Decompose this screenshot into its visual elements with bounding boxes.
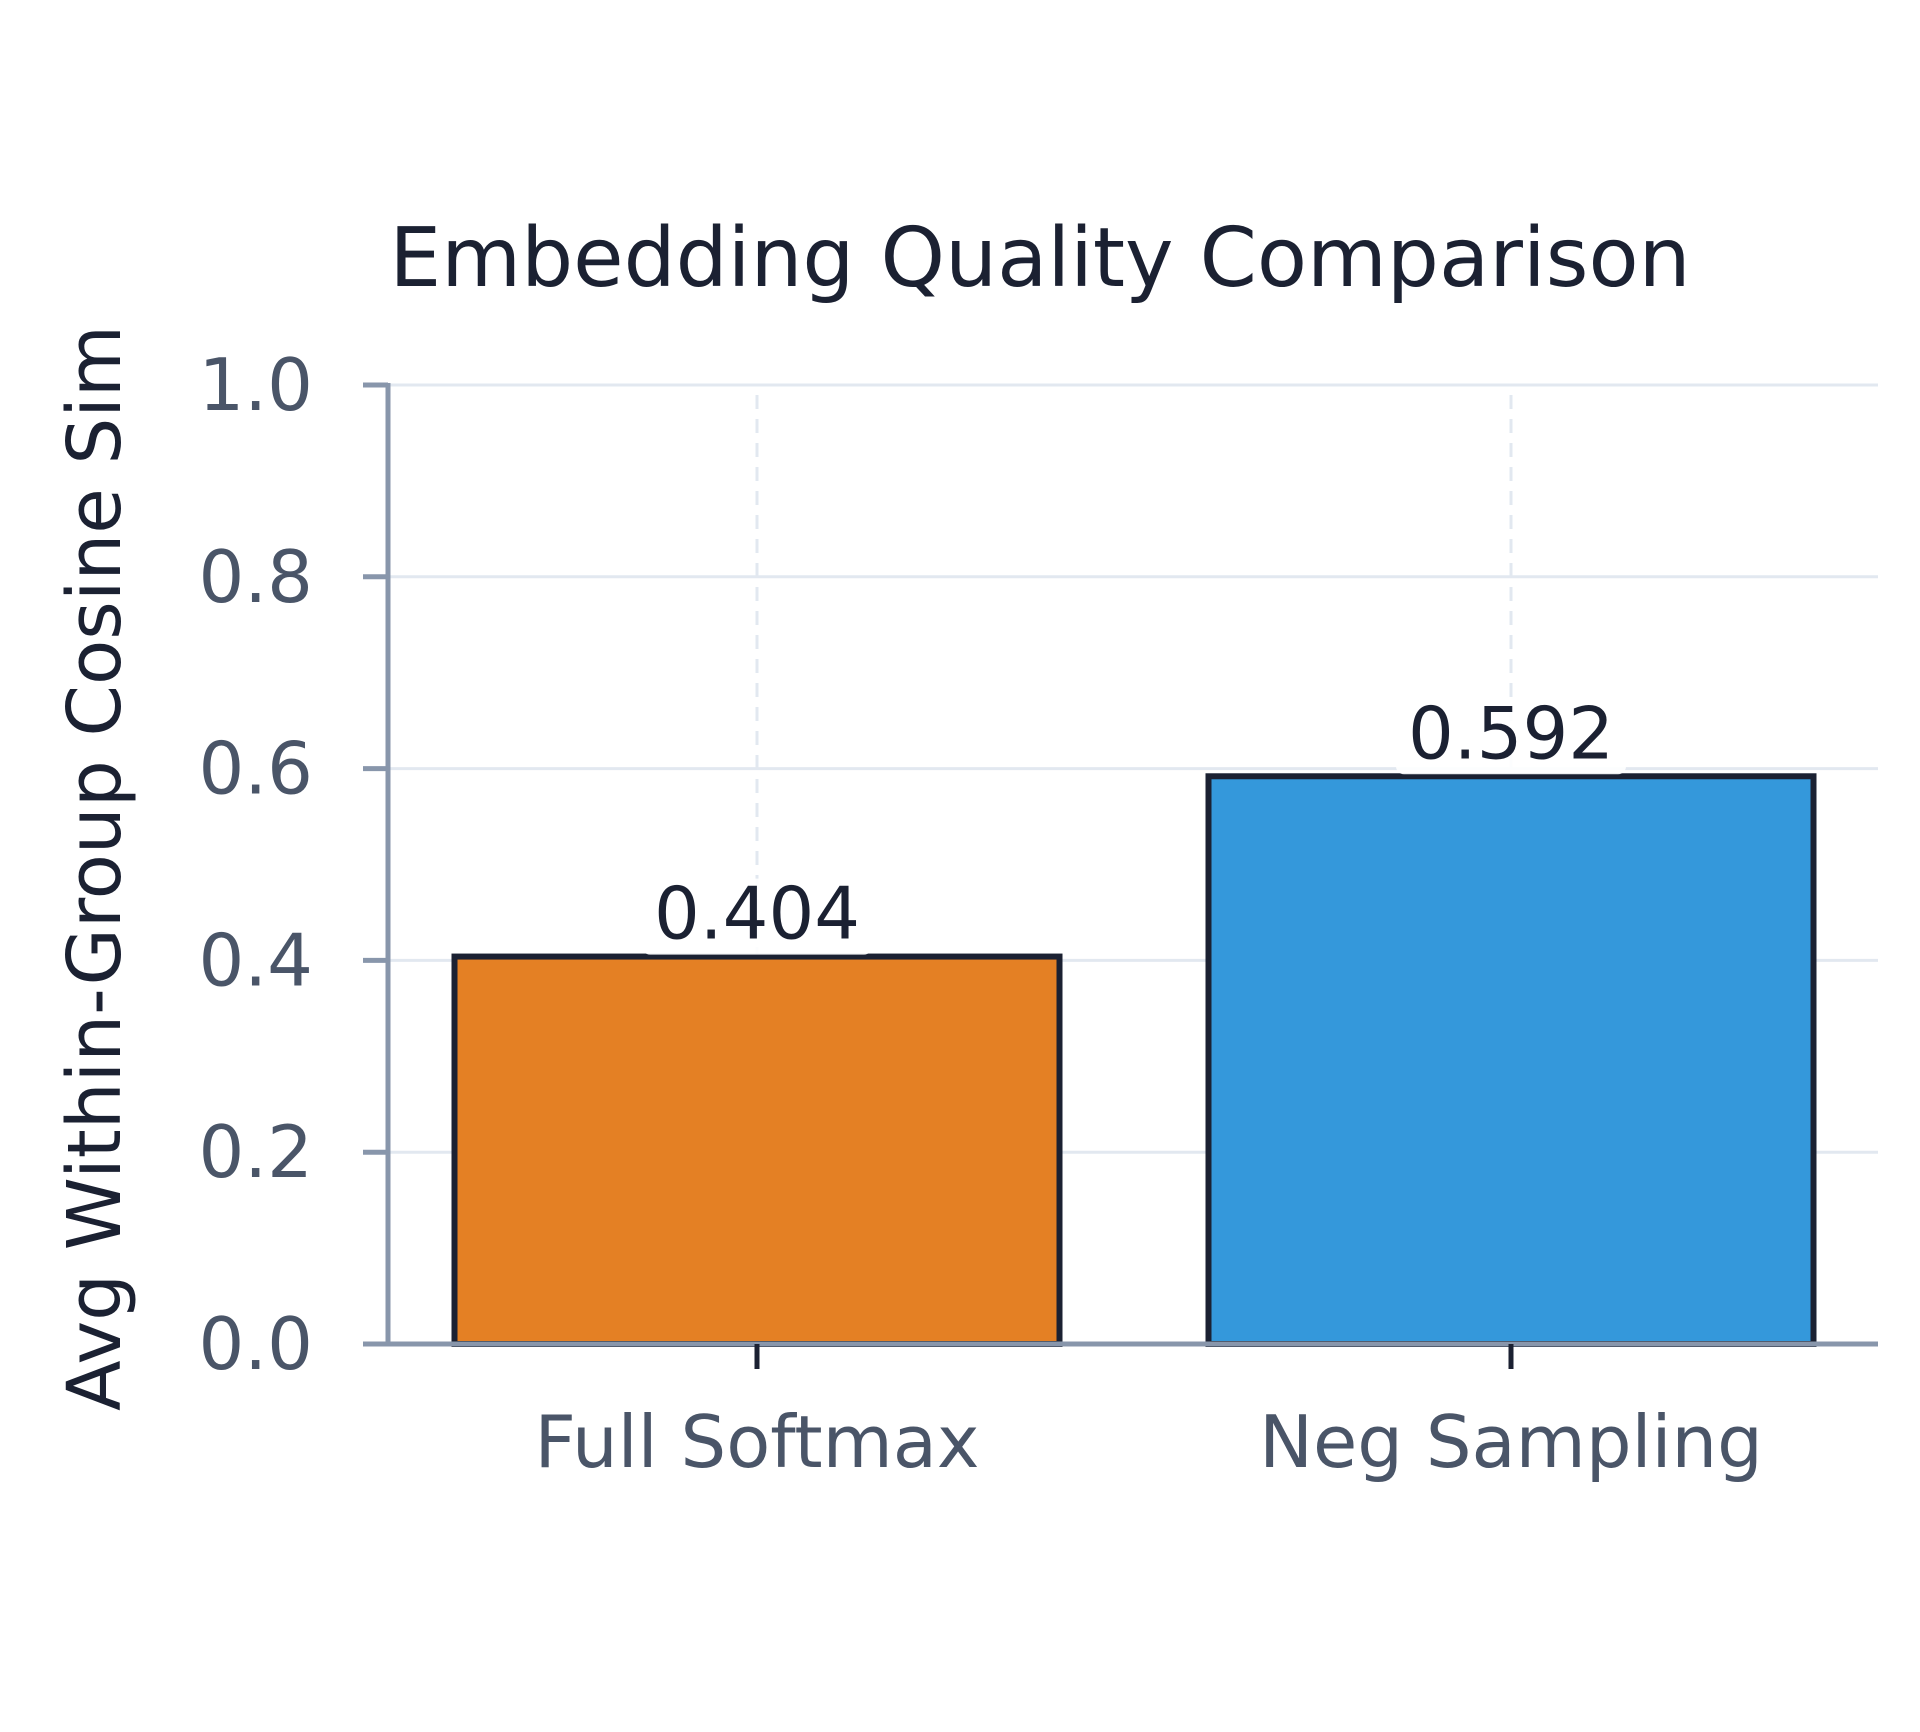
x-tick-label: Full Softmax [535, 1400, 980, 1484]
bars [451, 773, 1817, 1348]
y-axis-label: Avg Within-Group Cosine Sim [52, 325, 138, 1411]
value-label: 0.404 [654, 872, 860, 956]
axes [385, 383, 1878, 1347]
bar-full-softmax [451, 953, 1063, 1348]
value-labels: 0.404 0.592 [642, 691, 1626, 956]
x-tick-label: Neg Sampling [1259, 1400, 1763, 1484]
x-ticks: Full Softmax Neg Sampling [535, 1344, 1763, 1484]
y-tick-label: 0.0 [198, 1302, 313, 1386]
chart-title: Embedding Quality Comparison [389, 211, 1690, 306]
y-tick-label: 1.0 [198, 343, 313, 427]
value-label-backdrop [1396, 698, 1626, 775]
value-label: 0.592 [1408, 691, 1614, 775]
y-ticks: 0.0 0.2 0.4 0.6 0.8 1.0 [198, 343, 388, 1386]
value-label-backdrop [642, 878, 872, 955]
y-tick-label: 0.6 [198, 727, 313, 811]
bar-neg-sampling [1205, 773, 1817, 1347]
y-tick-label: 0.2 [198, 1110, 313, 1194]
y-tick-label: 0.4 [198, 918, 313, 1002]
y-tick-label: 0.8 [198, 535, 313, 619]
